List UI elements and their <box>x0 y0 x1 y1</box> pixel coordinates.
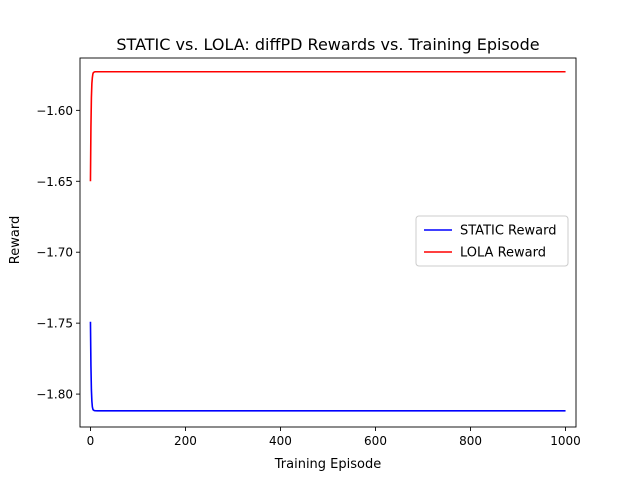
x-axis: 0 200 400 600 800 1000 <box>87 427 581 448</box>
y-axis: −1.60 −1.65 −1.70 −1.75 −1.80 <box>36 104 80 402</box>
axes-frame <box>79 57 577 428</box>
x-tick-label: 400 <box>269 434 292 448</box>
x-tick-label: 800 <box>459 434 482 448</box>
x-tick-label: 0 <box>87 434 95 448</box>
x-axis-label: Training Episode <box>274 457 381 472</box>
legend: STATIC Reward LOLA Reward <box>415 215 569 267</box>
y-tick-label: −1.80 <box>36 388 73 402</box>
plot-area <box>79 57 577 428</box>
x-tick-label: 1000 <box>550 434 581 448</box>
y-axis-label: Reward <box>8 216 23 264</box>
x-tick-label: 600 <box>364 434 387 448</box>
chart-title: STATIC vs. LOLA: diffPD Rewards vs. Trai… <box>116 35 539 54</box>
legend-label: LOLA Reward <box>460 246 546 261</box>
y-tick-label: −1.65 <box>36 175 73 189</box>
y-tick-label: −1.60 <box>36 104 73 118</box>
legend-box <box>415 215 569 267</box>
legend-label: STATIC Reward <box>460 224 556 239</box>
y-tick-label: −1.75 <box>36 317 73 331</box>
x-tick-label: 200 <box>174 434 197 448</box>
series-line-0 <box>89 321 566 412</box>
y-tick-label: −1.70 <box>36 246 73 260</box>
series-line-1 <box>89 70 566 182</box>
